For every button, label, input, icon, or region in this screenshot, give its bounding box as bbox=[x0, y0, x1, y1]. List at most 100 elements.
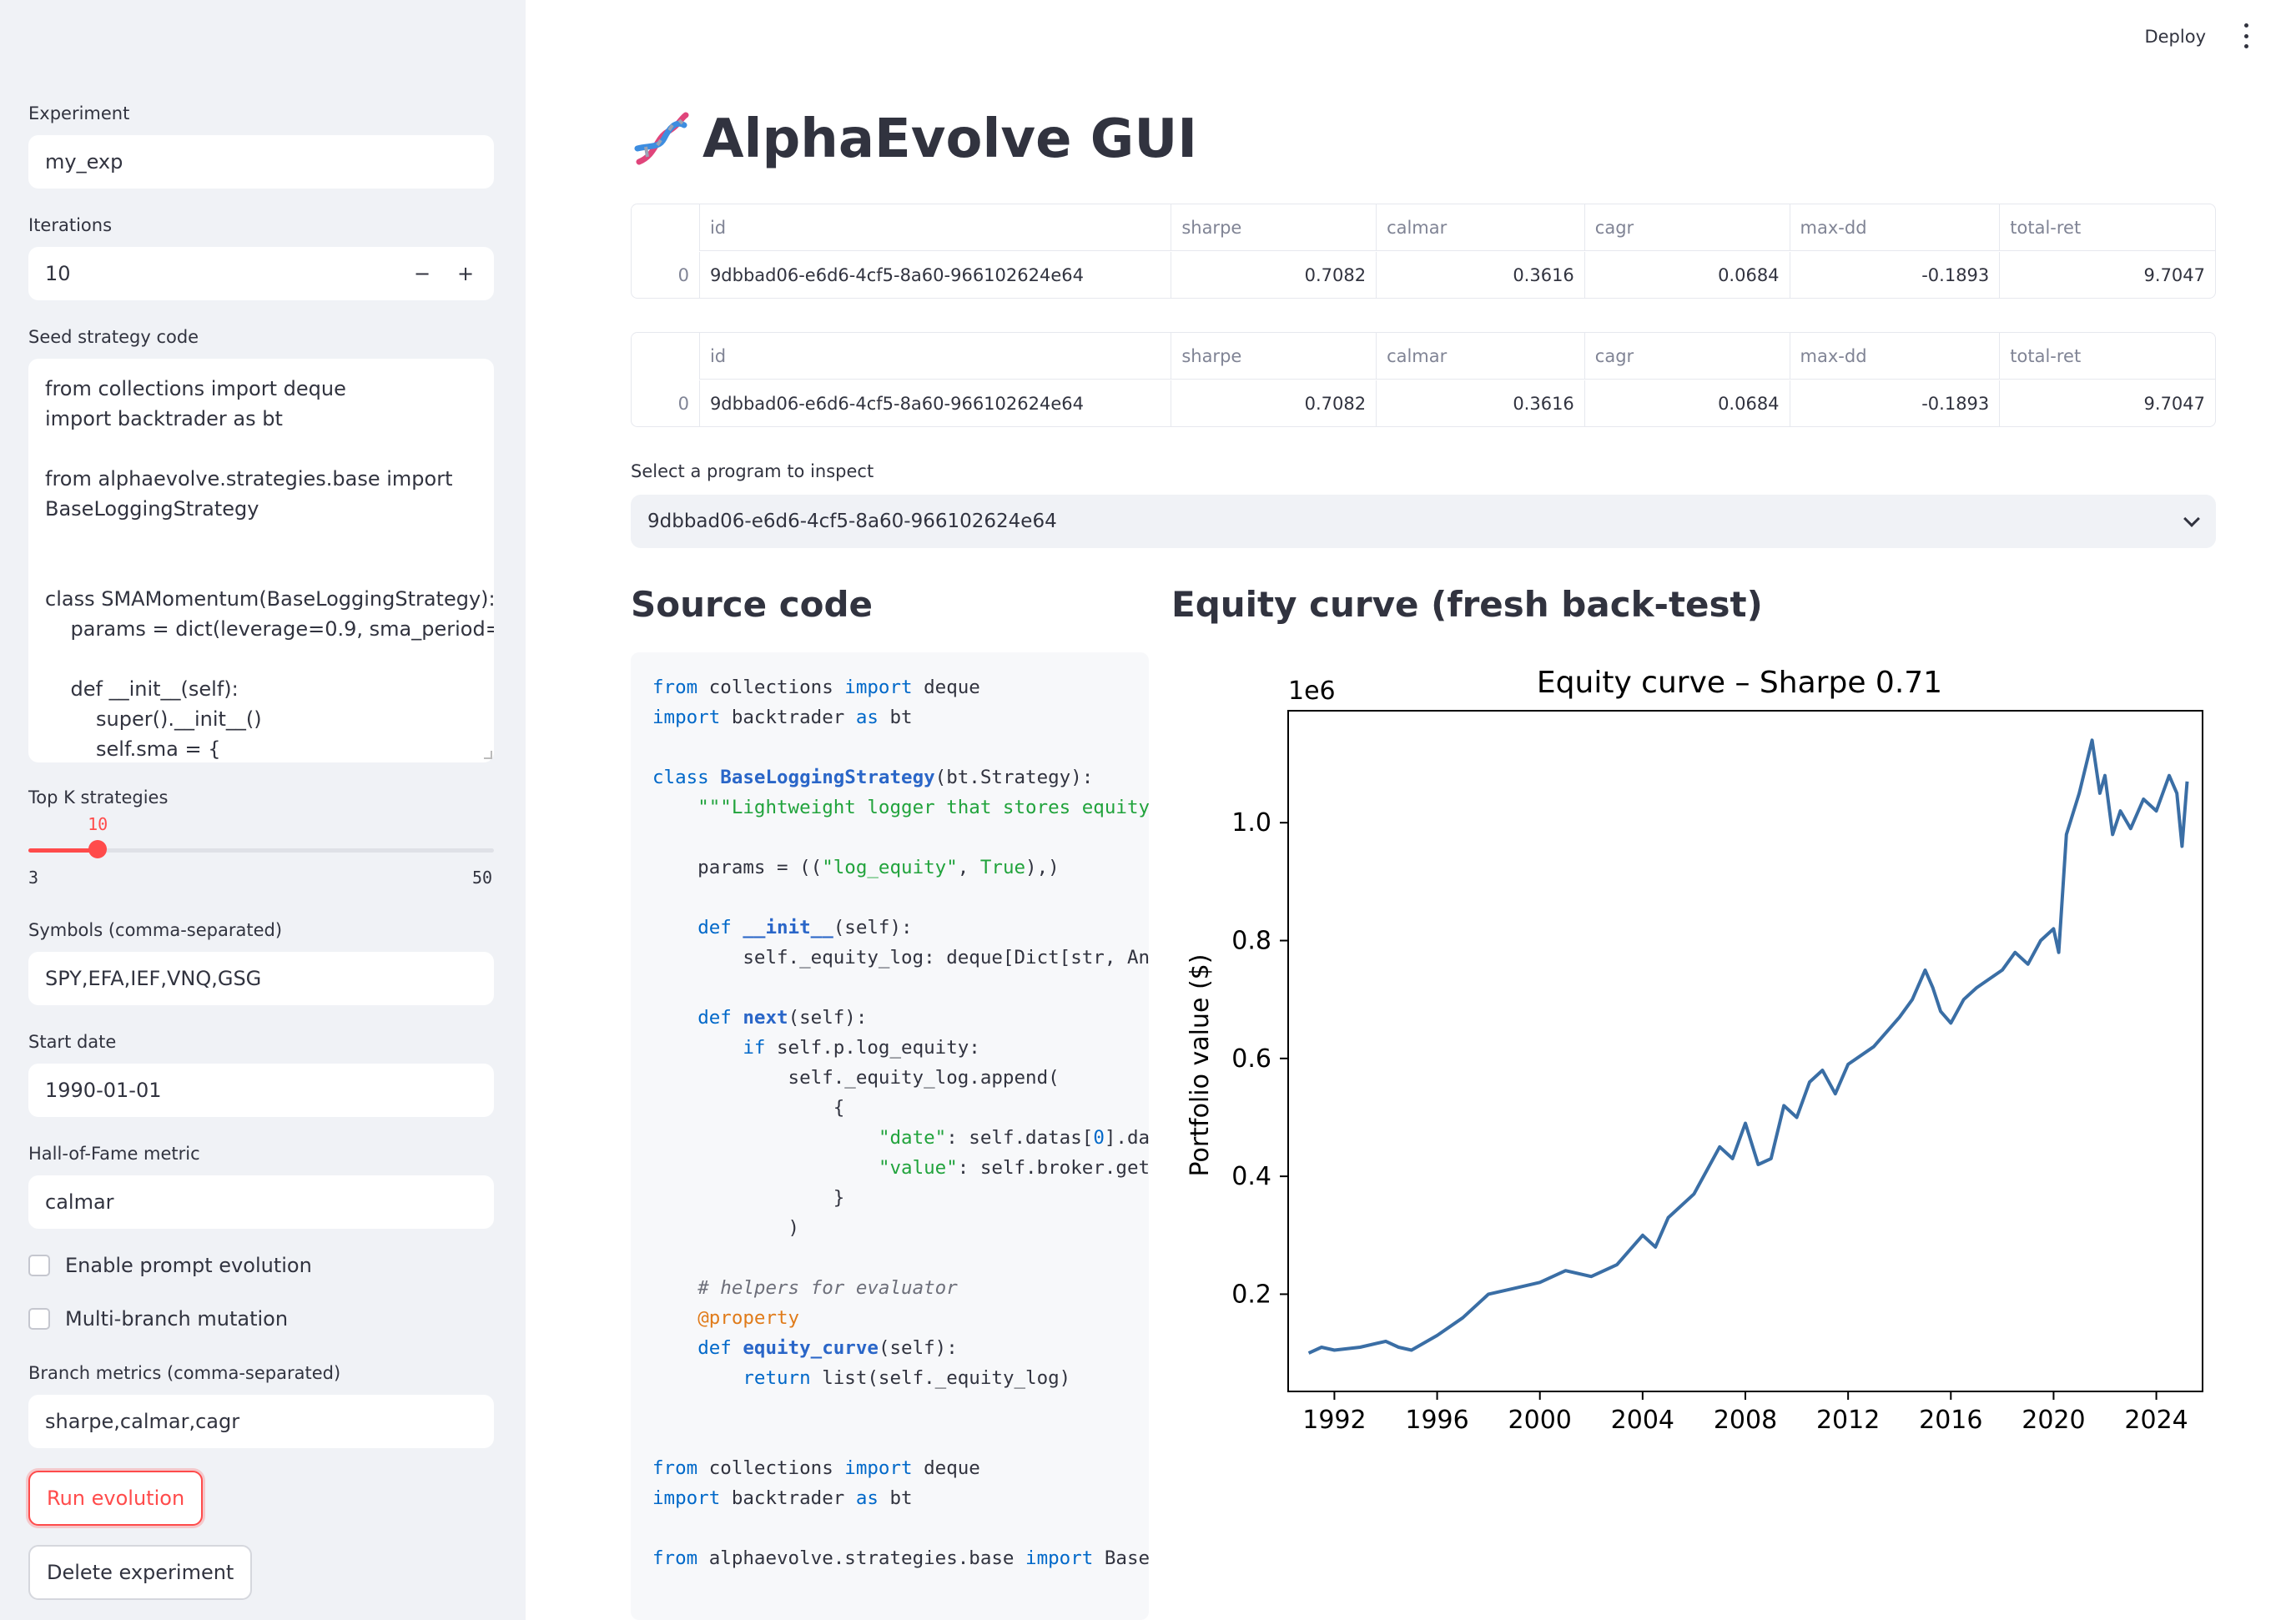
sidebar: Experiment my_exp Iterations 10 − + Seed… bbox=[0, 0, 526, 1620]
column-header[interactable] bbox=[632, 204, 700, 251]
start-date-input[interactable]: 1990-01-01 bbox=[28, 1064, 494, 1117]
table-header: id sharpe calmar cagr max-dd total-ret bbox=[632, 333, 2215, 380]
branch-metrics-input[interactable]: sharpe,calmar,cagr bbox=[28, 1395, 494, 1448]
table-cell[interactable]: 9dbbad06-e6d6-4cf5-8a60-966102624e64 bbox=[700, 252, 1172, 298]
prompt-evolution-label: Enable prompt evolution bbox=[65, 1254, 312, 1277]
row-index: 0 bbox=[632, 252, 700, 298]
x-tick-label: 2000 bbox=[1508, 1406, 1572, 1435]
prompt-evolution-toggle[interactable]: Enable prompt evolution bbox=[28, 1254, 312, 1277]
table-cell[interactable]: 0.0684 bbox=[1585, 252, 1790, 298]
column-header[interactable]: id bbox=[700, 333, 1172, 380]
start-date-label: Start date bbox=[28, 1032, 117, 1052]
x-tick-label: 2012 bbox=[1816, 1406, 1880, 1435]
resize-handle-icon[interactable] bbox=[484, 751, 492, 759]
table-cell[interactable]: 0.7082 bbox=[1171, 380, 1377, 426]
y-tick-label: 0.2 bbox=[1231, 1280, 1271, 1309]
results-table-1[interactable]: id sharpe calmar cagr max-dd total-ret 0… bbox=[631, 204, 2216, 299]
column-header[interactable]: sharpe bbox=[1171, 204, 1377, 251]
table-cell[interactable]: 0.0684 bbox=[1585, 380, 1790, 426]
column-header[interactable]: sharpe bbox=[1171, 333, 1377, 380]
table-row[interactable]: 0 9dbbad06-e6d6-4cf5-8a60-966102624e64 0… bbox=[632, 252, 2215, 298]
x-tick-label: 2008 bbox=[1714, 1406, 1777, 1435]
x-tick-label: 2020 bbox=[2022, 1406, 2085, 1435]
chart-ticks: 1992 1996 2000 2004 2008 2012 2016 2020 2024 0.2 0… bbox=[1231, 808, 2188, 1435]
program-select-value[interactable]: 9dbbad06-e6d6-4cf5-8a60-966102624e64 bbox=[647, 511, 1057, 532]
y-tick-label: 0.6 bbox=[1231, 1044, 1271, 1074]
increment-button[interactable]: + bbox=[456, 262, 475, 285]
results-table-2[interactable]: id sharpe calmar cagr max-dd total-ret 0… bbox=[631, 332, 2216, 427]
source-code-heading: Source code bbox=[631, 584, 874, 625]
page-title: AlphaEvolve GUI bbox=[702, 108, 1198, 170]
hof-metric-input[interactable]: calmar bbox=[28, 1175, 494, 1229]
program-select-label: Select a program to inspect bbox=[631, 461, 874, 481]
dna-icon bbox=[634, 112, 689, 165]
multi-branch-checkbox[interactable] bbox=[28, 1308, 50, 1330]
table-cell[interactable]: -0.1893 bbox=[1790, 252, 2001, 298]
topk-min: 3 bbox=[28, 868, 39, 888]
symbols-label: Symbols (comma-separated) bbox=[28, 920, 283, 940]
seed-code-label: Seed strategy code bbox=[28, 327, 199, 347]
more-menu-icon[interactable] bbox=[2238, 23, 2254, 48]
experiment-input[interactable]: my_exp bbox=[28, 135, 494, 189]
column-header[interactable]: total-ret bbox=[2010, 218, 2082, 238]
row-index: 0 bbox=[632, 380, 700, 426]
column-header[interactable]: max-dd bbox=[1790, 333, 2001, 380]
y-tick-label: 0.8 bbox=[1231, 927, 1271, 956]
x-tick-label: 2024 bbox=[2124, 1406, 2188, 1435]
source-code-block: from collections import deque import bac… bbox=[631, 652, 1149, 1620]
table-cell[interactable]: -0.1893 bbox=[1790, 380, 2001, 426]
table-cell[interactable]: 9.7047 bbox=[2143, 265, 2206, 285]
chart-title: Equity curve – Sharpe 0.71 bbox=[1537, 666, 1942, 700]
run-evolution-button[interactable]: Run evolution bbox=[28, 1471, 204, 1526]
iterations-value[interactable]: 10 bbox=[45, 262, 71, 285]
x-tick-label: 2016 bbox=[1919, 1406, 1982, 1435]
equity-curve-heading: Equity curve (fresh back-test) bbox=[1171, 584, 1763, 625]
x-tick-label: 1992 bbox=[1302, 1406, 1366, 1435]
table-cell[interactable]: 0.3616 bbox=[1377, 252, 1585, 298]
decrement-button[interactable]: − bbox=[413, 262, 431, 285]
table-cell[interactable]: 9.7047 bbox=[2143, 394, 2206, 414]
program-select[interactable]: 9dbbad06-e6d6-4cf5-8a60-966102624e64 bbox=[631, 495, 2216, 548]
topk-slider-track[interactable] bbox=[28, 848, 494, 853]
chevron-down-icon[interactable] bbox=[2183, 511, 2200, 527]
column-header[interactable]: id bbox=[700, 204, 1172, 251]
equity-chart: Equity curve – Sharpe 0.71 1e6 Portfolio… bbox=[1186, 666, 2203, 1435]
topk-max: 50 bbox=[472, 868, 493, 888]
seed-code-textarea[interactable]: from collections import deque import bac… bbox=[28, 359, 494, 762]
symbols-input[interactable]: SPY,EFA,IEF,VNQ,GSG bbox=[28, 952, 494, 1005]
table-row[interactable]: 0 9dbbad06-e6d6-4cf5-8a60-966102624e64 0… bbox=[632, 380, 2215, 426]
column-header[interactable]: cagr bbox=[1585, 333, 1790, 380]
topk-slider-fill bbox=[28, 848, 98, 853]
page-header: AlphaEvolve GUI bbox=[631, 108, 1197, 170]
y-offset-label: 1e6 bbox=[1288, 677, 1336, 706]
column-header[interactable]: max-dd bbox=[1790, 204, 2001, 251]
multi-branch-label: Multi-branch mutation bbox=[65, 1307, 289, 1331]
table-cell[interactable]: 0.7082 bbox=[1171, 252, 1377, 298]
topk-slider-thumb[interactable] bbox=[88, 840, 108, 858]
topk-label: Top K strategies bbox=[28, 787, 169, 807]
table-cell[interactable]: 9dbbad06-e6d6-4cf5-8a60-966102624e64 bbox=[700, 380, 1172, 426]
column-header[interactable]: cagr bbox=[1585, 204, 1790, 251]
column-header[interactable] bbox=[632, 333, 700, 380]
iterations-label: Iterations bbox=[28, 215, 113, 235]
table-cell[interactable]: 0.3616 bbox=[1377, 380, 1585, 426]
column-header[interactable]: total-ret bbox=[2010, 346, 2082, 366]
equity-series-line bbox=[1307, 738, 2189, 1355]
x-tick-label: 2004 bbox=[1611, 1406, 1674, 1435]
delete-experiment-button[interactable]: Delete experiment bbox=[28, 1545, 253, 1600]
multi-branch-toggle[interactable]: Multi-branch mutation bbox=[28, 1307, 288, 1331]
prompt-evolution-checkbox[interactable] bbox=[28, 1255, 50, 1276]
plot-frame bbox=[1287, 710, 2203, 1392]
experiment-label: Experiment bbox=[28, 103, 130, 123]
hof-metric-label: Hall-of-Fame metric bbox=[28, 1144, 200, 1164]
iterations-stepper[interactable]: 10 − + bbox=[28, 247, 494, 300]
y-tick-label: 0.4 bbox=[1231, 1162, 1271, 1191]
branch-metrics-label: Branch metrics (comma-separated) bbox=[28, 1363, 341, 1383]
column-header[interactable]: calmar bbox=[1377, 333, 1585, 380]
topk-slider-value: 10 bbox=[88, 814, 108, 834]
column-header[interactable]: calmar bbox=[1377, 204, 1585, 251]
deploy-button[interactable]: Deploy bbox=[2144, 27, 2206, 47]
table-header: id sharpe calmar cagr max-dd total-ret bbox=[632, 204, 2215, 251]
y-tick-label: 1.0 bbox=[1231, 808, 1271, 838]
x-tick-label: 1996 bbox=[1405, 1406, 1468, 1435]
